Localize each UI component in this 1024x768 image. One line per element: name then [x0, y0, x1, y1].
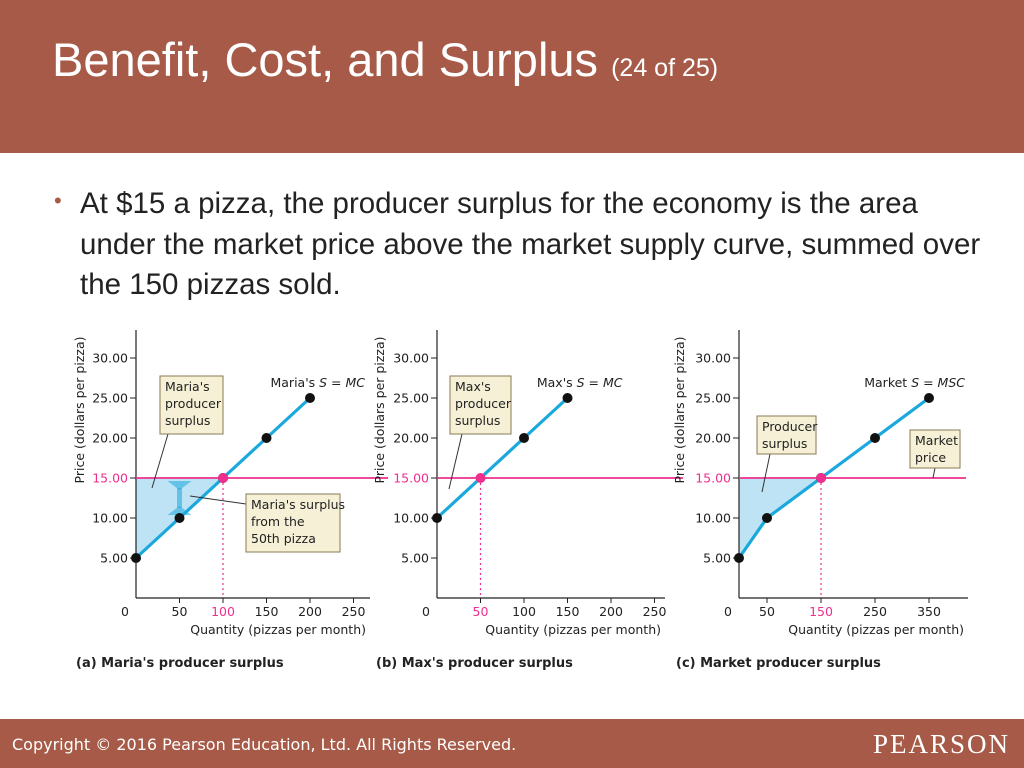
publisher-logo: PEARSON — [872, 729, 1010, 759]
x-axis-title: Quantity (pizzas per month) — [485, 622, 661, 637]
x-tick-label: 200 — [599, 604, 623, 619]
slide-title: Benefit, Cost, and Surplus (24 of 25) — [52, 32, 718, 87]
callout-box — [909, 429, 961, 469]
data-point — [562, 393, 573, 403]
y-tick-label: 25.00 — [92, 391, 128, 406]
data-point — [131, 553, 141, 563]
footer-bar: Copyright © 2016 Pearson Education, Ltd.… — [0, 719, 1024, 768]
x-tick-label: 50 — [172, 604, 188, 619]
x-tick-label: 200 — [298, 604, 322, 619]
y-tick-label: 5.00 — [100, 551, 128, 566]
x-tick-label: 250 — [863, 604, 887, 619]
callout-pointer — [151, 433, 169, 489]
x-tick-label: 0 — [724, 604, 732, 619]
y-tick-label: 20.00 — [393, 431, 429, 446]
series-label: Max's S = MC — [537, 375, 623, 390]
data-point — [762, 513, 772, 523]
y-tick-label: 20.00 — [695, 431, 731, 446]
x-tick-label: 50 — [473, 604, 489, 619]
x-axis-title: Quantity (pizzas per month) — [788, 622, 964, 637]
panel-caption: (c) Market producer surplus — [676, 656, 881, 671]
slide-counter: (24 of 25) — [611, 54, 719, 82]
y-tick-label: 25.00 — [695, 391, 731, 406]
callout-pointer — [932, 467, 936, 479]
x-tick-label: 0 — [121, 604, 129, 619]
x-tick-label: 250 — [342, 604, 366, 619]
data-point — [734, 553, 744, 563]
title-bar: Benefit, Cost, and Surplus (24 of 25) — [0, 0, 1024, 153]
y-tick-label: 30.00 — [695, 351, 731, 366]
y-tick-label: 30.00 — [92, 351, 128, 366]
x-axis-title: Quantity (pizzas per month) — [190, 622, 366, 637]
y-tick-label: 30.00 — [393, 351, 429, 366]
fiftieth-pizza-marker-top — [167, 481, 192, 490]
y-tick-label: 20.00 — [92, 431, 128, 446]
x-tick-label: 150 — [556, 604, 580, 619]
y-tick-label: 15.00 — [92, 471, 128, 486]
callout-box — [245, 493, 341, 553]
x-tick-label: 100 — [211, 604, 235, 619]
callout-text: Max's producer surplus — [455, 379, 512, 428]
y-axis-title: Price (dollars per pizza) — [72, 337, 87, 484]
figure-panels: 5.00 10.00 15.00 20.00 25.00 30.00 0 50 100 150 20… — [72, 330, 968, 671]
producer-surplus-area — [739, 478, 821, 558]
bullet-marker: • — [54, 188, 62, 213]
data-point — [432, 513, 442, 523]
x-tick-label: 0 — [422, 604, 430, 619]
bullet-text: At $15 a pizza, the producer surplus for… — [80, 187, 981, 301]
x-tick-label: 250 — [643, 604, 667, 619]
callout-pointer — [189, 495, 247, 505]
x-tick-label: 50 — [759, 604, 775, 619]
data-point — [305, 393, 315, 403]
y-tick-label: 10.00 — [92, 511, 128, 526]
callout-box — [449, 375, 512, 435]
x-tick-label: 350 — [917, 604, 941, 619]
callout-box — [756, 415, 817, 455]
y-tick-label: 15.00 — [695, 471, 731, 486]
slide-title-text: Benefit, Cost, and Surplus — [52, 33, 599, 86]
data-point — [924, 393, 934, 403]
data-point — [174, 513, 185, 523]
callout-text: Maria's producer surplus — [165, 379, 222, 428]
panel-caption: (b) Max's producer surplus — [376, 656, 573, 671]
callout-pointer — [761, 453, 771, 493]
copyright-text: Copyright © 2016 Pearson Education, Ltd.… — [12, 735, 517, 754]
callout-pointer — [448, 433, 463, 490]
callout-text: Market price — [915, 433, 958, 465]
x-tick-label: 100 — [512, 604, 536, 619]
callout-text: Maria's surplus from the 50th pizza — [251, 497, 345, 546]
data-point — [261, 433, 272, 443]
equilibrium-point — [218, 473, 228, 483]
data-point — [519, 433, 529, 443]
y-tick-label: 10.00 — [695, 511, 731, 526]
x-tick-label: 150 — [809, 604, 833, 619]
y-tick-label: 5.00 — [401, 551, 429, 566]
series-label: Maria's S = MC — [270, 375, 365, 390]
y-tick-label: 15.00 — [393, 471, 429, 486]
callout-box — [159, 375, 224, 435]
y-axis-title: Price (dollars per pizza) — [672, 337, 687, 484]
y-axis-title: Price (dollars per pizza) — [372, 337, 387, 484]
equilibrium-point — [475, 473, 486, 483]
equilibrium-point — [816, 473, 826, 483]
x-tick-label: 150 — [255, 604, 279, 619]
y-tick-label: 5.00 — [703, 551, 731, 566]
y-tick-label: 25.00 — [393, 391, 429, 406]
data-point — [870, 433, 880, 443]
panel-caption: (a) Maria's producer surplus — [76, 656, 284, 671]
y-tick-label: 10.00 — [393, 511, 429, 526]
callout-text: Producer surplus — [762, 419, 818, 451]
series-label: Market S = MSC — [864, 375, 965, 390]
